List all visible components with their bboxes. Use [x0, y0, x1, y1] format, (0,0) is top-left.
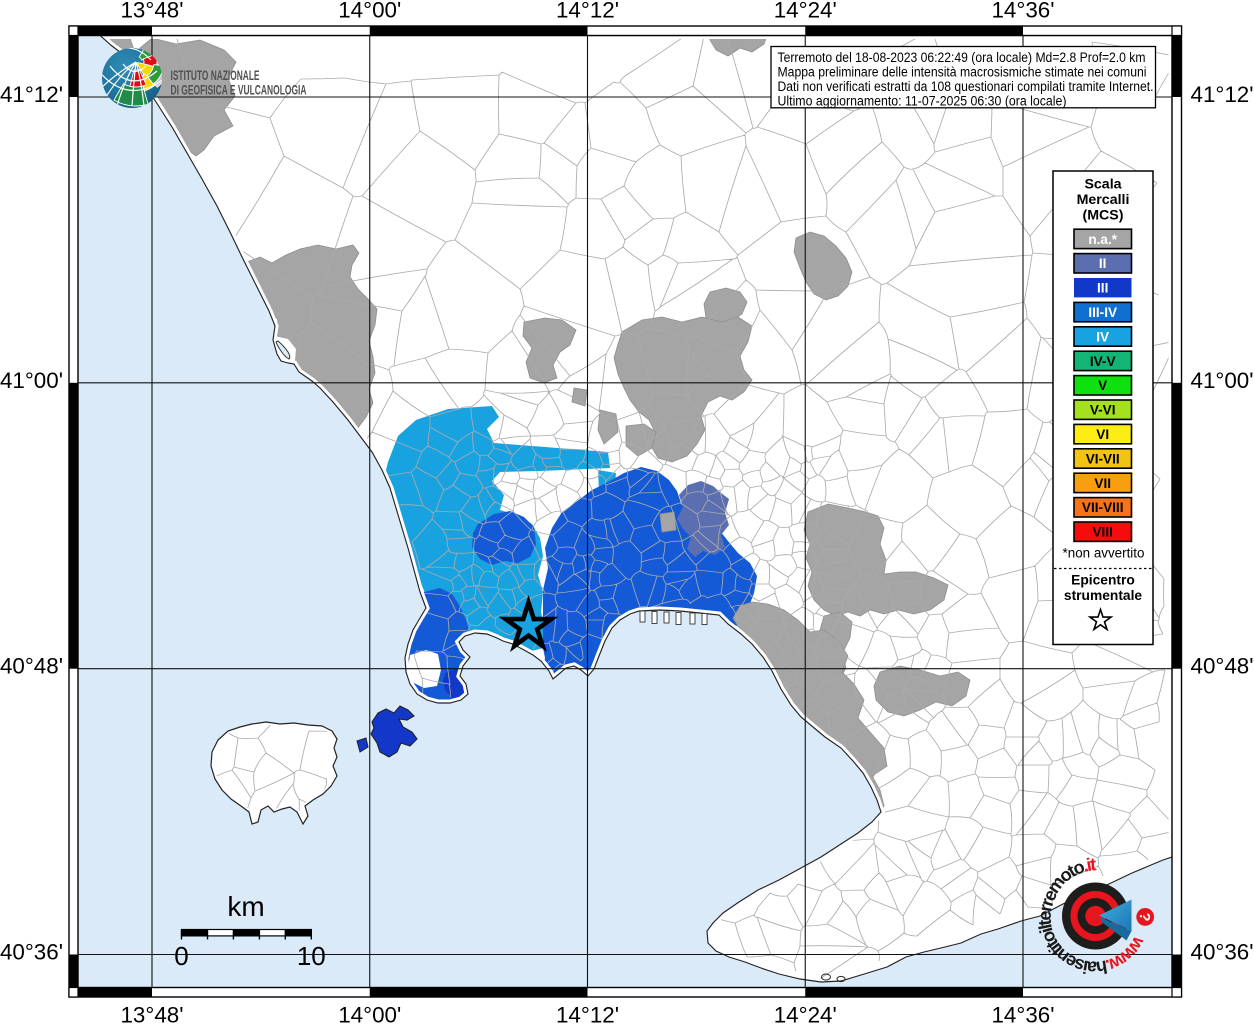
svg-text:(MCS): (MCS) [1083, 208, 1124, 224]
svg-text:km: km [227, 891, 264, 922]
svg-text:IV-V: IV-V [1090, 354, 1116, 369]
svg-text:Scala: Scala [1084, 177, 1121, 193]
svg-text:strumentale: strumentale [1064, 588, 1143, 603]
svg-text:40°36': 40°36' [1191, 940, 1254, 965]
svg-text:Dati non verificati estratti d: Dati non verificati estratti da 108 ques… [778, 79, 1154, 94]
svg-text:14°12': 14°12' [556, 1002, 619, 1024]
svg-text:41°00': 41°00' [1191, 368, 1254, 393]
svg-text:III-IV: III-IV [1088, 305, 1117, 320]
svg-text:10: 10 [297, 941, 326, 971]
svg-text:ISTITUTO NAZIONALE: ISTITUTO NAZIONALE [171, 68, 260, 83]
svg-text:VI: VI [1096, 427, 1109, 442]
svg-text:II: II [1099, 256, 1107, 271]
svg-text:V: V [1098, 378, 1107, 393]
svg-text:III: III [1097, 281, 1108, 296]
svg-text:VII: VII [1094, 476, 1111, 491]
svg-text:VI-VII: VI-VII [1086, 451, 1120, 466]
svg-text:14°36': 14°36' [991, 1002, 1054, 1024]
svg-text:0: 0 [174, 941, 188, 971]
svg-text:41°00': 41°00' [0, 368, 63, 393]
svg-text:Terremoto del 18-08-2023 06:22: Terremoto del 18-08-2023 06:22:49 (ora l… [778, 50, 1146, 65]
svg-text:14°12': 14°12' [556, 0, 619, 23]
svg-text:14°24': 14°24' [774, 0, 837, 23]
svg-text:Mappa preliminare delle intens: Mappa preliminare delle intensità macros… [778, 65, 1147, 80]
svg-text:n.a.*: n.a.* [1088, 232, 1117, 247]
svg-text:*non avvertito: *non avvertito [1063, 546, 1145, 561]
svg-text:40°48': 40°48' [0, 654, 63, 679]
svg-text:14°00': 14°00' [338, 1002, 401, 1024]
svg-text:13°48': 13°48' [120, 1002, 183, 1024]
svg-text:?: ? [1136, 912, 1153, 922]
svg-text:40°36': 40°36' [0, 940, 63, 965]
svg-text:Epicentro: Epicentro [1071, 573, 1135, 588]
svg-text:14°36': 14°36' [991, 0, 1054, 23]
svg-text:VII-VIII: VII-VIII [1082, 500, 1124, 515]
svg-text:14°24': 14°24' [774, 1002, 837, 1024]
svg-text:DI GEOFISICA E VULCANOLOGIA: DI GEOFISICA E VULCANOLOGIA [171, 83, 307, 98]
svg-text:V-VI: V-VI [1090, 403, 1116, 418]
svg-text:Ultimo aggiornamento: 11-07-20: Ultimo aggiornamento: 11-07-2025 06:30 (… [778, 93, 1067, 108]
svg-text:41°12': 41°12' [1191, 82, 1254, 107]
svg-text:Mercalli: Mercalli [1077, 192, 1130, 208]
svg-text:14°00': 14°00' [338, 0, 401, 23]
svg-text:13°48': 13°48' [120, 0, 183, 23]
svg-text:41°12': 41°12' [0, 82, 63, 107]
svg-text:40°48': 40°48' [1191, 654, 1254, 679]
svg-text:IV: IV [1096, 329, 1109, 344]
svg-text:VIII: VIII [1092, 525, 1112, 540]
